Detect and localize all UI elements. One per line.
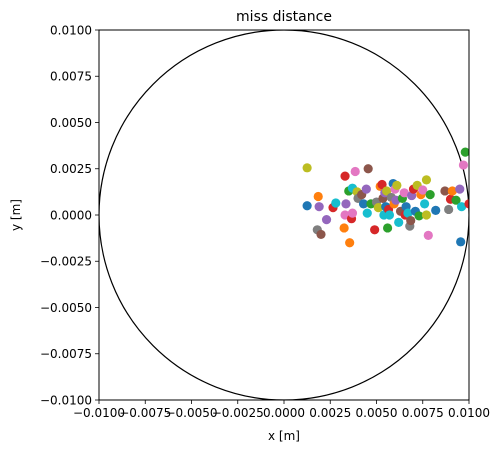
x-tick-label: −0.0075 — [119, 406, 171, 420]
data-point — [414, 211, 424, 221]
y-tick-label: −0.0025 — [40, 255, 92, 269]
data-point — [447, 186, 457, 196]
y-tick-label: 0.0000 — [50, 208, 92, 222]
data-point — [302, 201, 312, 211]
data-point — [313, 191, 323, 202]
data-point — [370, 225, 380, 235]
data-point — [331, 198, 341, 208]
data-point — [420, 199, 430, 209]
data-point — [302, 163, 312, 173]
y-tick-label: 0.0075 — [50, 70, 92, 84]
data-point — [382, 186, 392, 196]
data-point — [440, 186, 450, 196]
data-point — [340, 171, 350, 181]
data-point — [361, 184, 371, 194]
y-tick-label: −0.0050 — [40, 301, 92, 315]
data-point — [451, 195, 461, 205]
data-point — [363, 164, 373, 174]
x-tick-label: 0.0050 — [356, 406, 398, 420]
x-tick-label: 0.0075 — [402, 406, 444, 420]
data-point — [321, 215, 332, 225]
data-point — [431, 205, 441, 215]
y-tick-label: −0.0075 — [40, 347, 92, 361]
data-point — [444, 204, 454, 215]
chart-title: miss distance — [236, 9, 332, 25]
data-point — [347, 208, 358, 218]
data-point — [425, 190, 435, 200]
data-point — [406, 215, 416, 226]
data-point — [394, 217, 404, 227]
y-tick-label: −0.0100 — [40, 393, 92, 407]
x-axis-label: x [m] — [268, 429, 300, 443]
data-point — [383, 223, 393, 233]
data-point — [377, 179, 387, 190]
x-tick-label: −0.0025 — [212, 406, 264, 420]
data-point — [345, 238, 355, 248]
data-point — [362, 208, 372, 218]
data-point — [403, 208, 413, 218]
data-point — [399, 188, 409, 198]
data-point — [455, 184, 465, 194]
data-point — [350, 166, 360, 177]
x-tick-label: 0.0025 — [309, 406, 351, 420]
data-point — [392, 180, 402, 190]
y-tick-label: 0.0050 — [50, 116, 92, 130]
x-tick-label: −0.0100 — [73, 406, 125, 420]
data-point — [423, 230, 433, 240]
data-point — [339, 223, 349, 233]
data-point — [358, 199, 369, 209]
y-tick-label: 0.0025 — [50, 162, 92, 176]
data-point — [460, 147, 469, 157]
data-point — [421, 210, 432, 220]
data-point — [418, 185, 428, 195]
y-tick-label: 0.0100 — [50, 23, 92, 37]
x-tick-label: 0.0100 — [448, 406, 490, 420]
data-point — [421, 175, 432, 185]
data-point — [457, 202, 467, 212]
data-point — [373, 203, 383, 213]
data-point — [384, 210, 395, 220]
data-point — [456, 237, 466, 247]
data-point — [464, 199, 469, 209]
axes: −0.0100−0.0075−0.0050−0.0025 0.0000 0.0025… — [40, 23, 490, 420]
data-point — [316, 229, 326, 240]
y-axis-label: y [m] — [9, 199, 23, 231]
data-point — [458, 160, 469, 170]
data-point — [314, 202, 324, 212]
data-points — [302, 147, 469, 248]
x-tick-label: 0.0000 — [263, 406, 305, 420]
data-point — [341, 199, 351, 209]
x-tick-label: −0.0050 — [165, 406, 217, 420]
